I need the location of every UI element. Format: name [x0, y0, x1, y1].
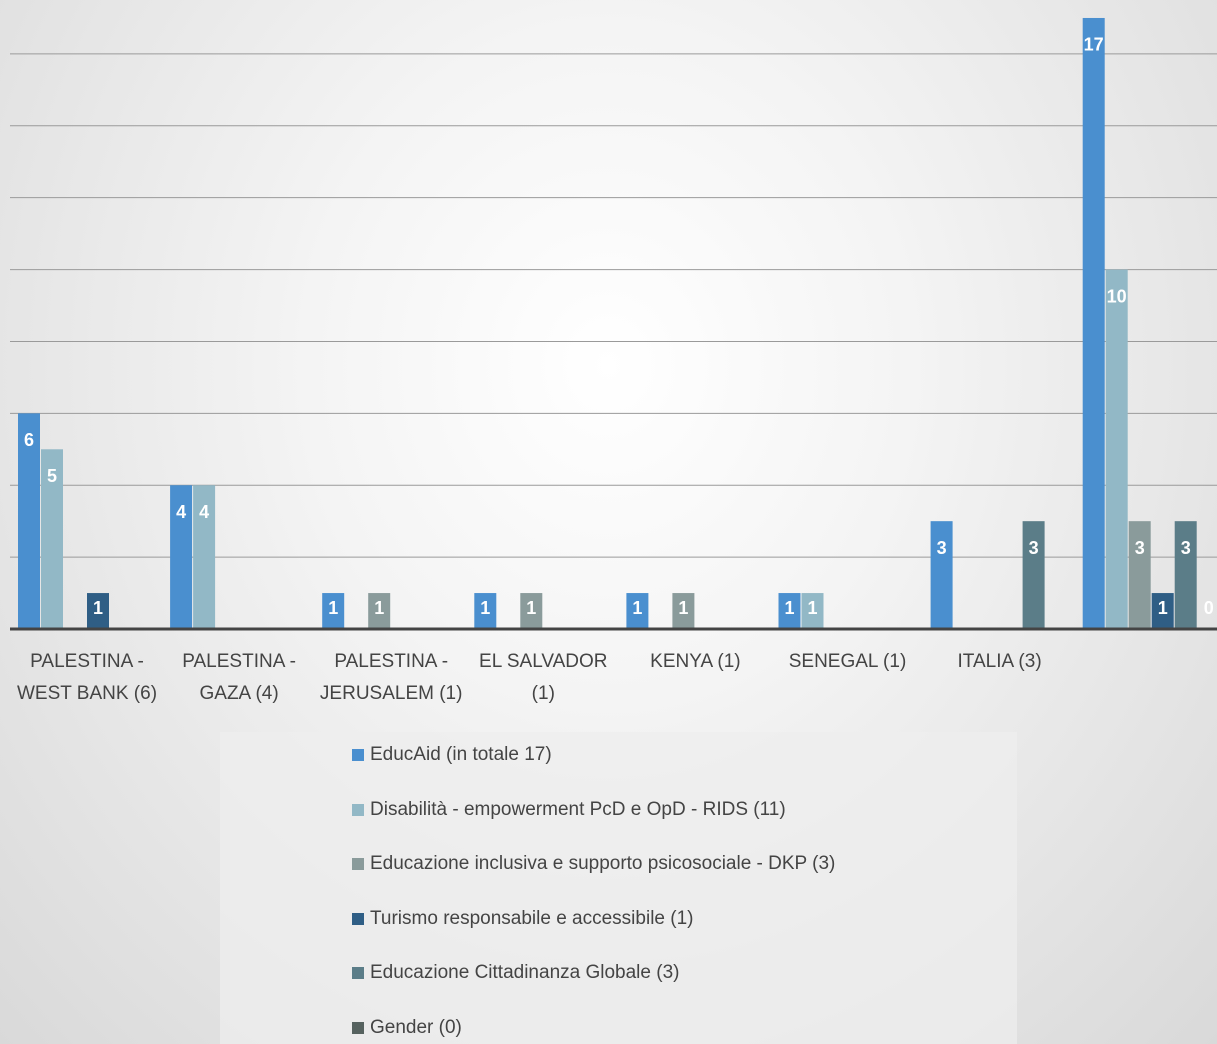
bar: [520, 593, 543, 629]
x-tick-label: PALESTINA - GAZA (4): [182, 651, 296, 704]
legend-swatch: [352, 967, 364, 980]
legend-swatch: [352, 749, 364, 761]
x-tick-label: KENYA (1): [650, 651, 741, 672]
legend-label: EducAid (in totale 17): [370, 744, 552, 765]
data-label: 1: [480, 598, 490, 618]
bar: [1082, 17, 1105, 629]
x-tick-label: EL SALVADOR (1): [479, 651, 608, 704]
legend-swatch: [352, 803, 364, 816]
legend-label: Educazione inclusiva e supporto psicosoc…: [370, 853, 836, 875]
x-tick-label: PALESTINA - JERUSALEM (1): [319, 651, 463, 704]
bar: [18, 413, 40, 629]
legend-entry: Disabilità - empowerment PcD e OpD - RID…: [352, 799, 786, 821]
data-label: 1: [784, 598, 794, 618]
data-label: 0: [1204, 598, 1214, 618]
legend-swatch: [352, 858, 364, 871]
data-label: 3: [1181, 538, 1191, 558]
data-label: 3: [1029, 538, 1039, 558]
bar: [930, 521, 953, 629]
data-label: 1: [328, 598, 338, 618]
bar: [1128, 521, 1151, 629]
bar: [801, 593, 824, 629]
bar: [1022, 521, 1045, 629]
data-label: 1: [93, 598, 103, 618]
data-label: 3: [1135, 538, 1145, 558]
data-label: 5: [47, 466, 57, 486]
data-label: 17: [1084, 35, 1104, 55]
bar: [474, 593, 497, 629]
bar: [193, 485, 216, 629]
bar: [1174, 521, 1197, 629]
bar: [87, 593, 109, 629]
bar: [626, 593, 649, 629]
legend-swatch: [352, 912, 364, 925]
legend-entry: EducAid (in totale 17): [352, 744, 552, 766]
x-tick-label: ITALIA (3): [957, 651, 1042, 672]
legend-label: Educazione Cittadinanza Globale (3): [370, 962, 680, 984]
legend-entry: Gender (0): [352, 1017, 462, 1039]
legend-label: Turismo responsabile e accessibile (1): [370, 907, 694, 929]
legend-swatch: [352, 1022, 364, 1034]
data-label: 1: [632, 598, 642, 618]
data-label: 3: [937, 538, 947, 558]
legend-entry: Educazione inclusiva e supporto psicosoc…: [352, 853, 835, 875]
data-label: 1: [374, 598, 384, 618]
bar: [368, 593, 391, 629]
bar: [1151, 593, 1174, 629]
x-tick-label: SENEGAL (1): [788, 651, 907, 672]
data-label: 1: [1158, 598, 1168, 618]
legend-label: Disabilità - empowerment PcD e OpD - RID…: [370, 798, 786, 820]
bar: [1105, 269, 1128, 629]
bar: [322, 593, 345, 629]
bar: [41, 449, 63, 629]
data-label: 1: [526, 598, 536, 618]
data-label: 1: [678, 598, 688, 618]
x-tick-label: PALESTINA - WEST BANK (6): [16, 651, 158, 704]
legend-entry: Turismo responsabile e accessibile (1): [352, 908, 693, 930]
bar: [170, 485, 193, 629]
legend-entry: Educazione Cittadinanza Globale (3): [352, 962, 679, 984]
data-label: 6: [24, 430, 34, 450]
bar: [778, 593, 801, 629]
data-label: 4: [176, 502, 186, 522]
bar: [672, 593, 695, 629]
data-label: 1: [807, 598, 817, 618]
data-label: 4: [199, 502, 209, 522]
legend: EducAid (in totale 17) Disabilità - empow…: [220, 732, 1017, 1044]
legend-label: Gender (0): [370, 1017, 462, 1038]
data-label: 10: [1107, 286, 1127, 306]
